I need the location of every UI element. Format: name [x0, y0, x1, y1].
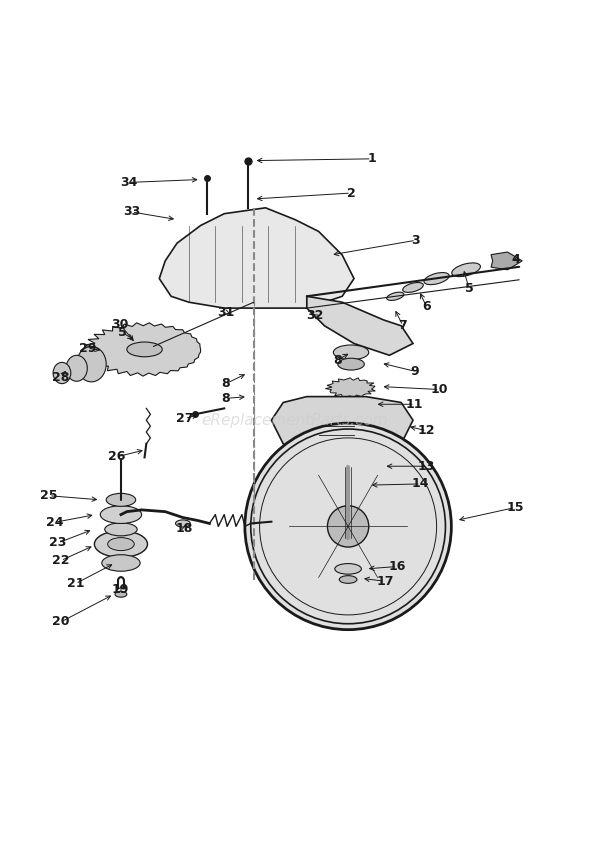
Ellipse shape [339, 575, 357, 583]
Text: 18: 18 [176, 522, 194, 535]
Ellipse shape [107, 537, 134, 550]
Polygon shape [307, 296, 413, 355]
Text: 2: 2 [347, 187, 355, 200]
Text: 21: 21 [67, 577, 84, 590]
Text: 8: 8 [222, 377, 230, 391]
Ellipse shape [176, 520, 190, 527]
Polygon shape [159, 208, 354, 308]
Text: 25: 25 [40, 489, 58, 502]
Text: 29: 29 [78, 342, 96, 355]
Circle shape [327, 505, 369, 547]
Ellipse shape [53, 362, 71, 384]
Text: 32: 32 [306, 308, 323, 321]
Text: 15: 15 [506, 501, 524, 514]
Text: 34: 34 [120, 176, 137, 189]
Ellipse shape [335, 563, 361, 575]
Ellipse shape [332, 461, 364, 473]
Text: 8: 8 [333, 353, 342, 366]
Ellipse shape [77, 346, 106, 382]
Ellipse shape [101, 555, 140, 571]
Ellipse shape [424, 272, 449, 284]
Text: 24: 24 [46, 516, 64, 529]
Text: 30: 30 [111, 318, 129, 331]
Text: 14: 14 [412, 478, 430, 491]
Text: 4: 4 [512, 252, 520, 265]
Text: 9: 9 [411, 365, 419, 378]
Ellipse shape [115, 591, 127, 597]
Text: 20: 20 [52, 615, 70, 628]
Text: 22: 22 [52, 554, 70, 567]
Text: 12: 12 [418, 424, 435, 437]
Ellipse shape [66, 355, 87, 381]
Text: 8: 8 [222, 392, 230, 405]
Polygon shape [491, 252, 522, 270]
Ellipse shape [105, 523, 137, 536]
Polygon shape [84, 323, 201, 376]
Text: 11: 11 [406, 397, 424, 410]
Text: 5: 5 [119, 327, 127, 340]
Text: 33: 33 [123, 206, 140, 219]
Ellipse shape [403, 283, 423, 292]
Text: 10: 10 [431, 383, 448, 396]
Text: 23: 23 [49, 537, 67, 550]
Text: 7: 7 [399, 320, 407, 333]
Ellipse shape [106, 493, 136, 506]
Ellipse shape [386, 292, 404, 301]
Ellipse shape [339, 400, 363, 410]
Text: eReplacementParts.com: eReplacementParts.com [202, 413, 388, 428]
Text: 1: 1 [368, 152, 376, 165]
Text: 3: 3 [412, 234, 420, 247]
Text: 5: 5 [465, 283, 473, 295]
Ellipse shape [452, 263, 480, 276]
Ellipse shape [337, 359, 364, 370]
Ellipse shape [94, 530, 148, 557]
Ellipse shape [333, 345, 369, 359]
Circle shape [245, 423, 451, 630]
Text: 26: 26 [108, 450, 126, 463]
Polygon shape [271, 397, 413, 455]
Text: 19: 19 [111, 583, 129, 596]
Text: 27: 27 [176, 412, 194, 425]
Polygon shape [325, 378, 375, 398]
Text: 13: 13 [418, 460, 435, 473]
Text: 6: 6 [422, 301, 431, 314]
Text: 17: 17 [376, 575, 394, 588]
Ellipse shape [127, 342, 162, 357]
Text: 16: 16 [388, 560, 406, 573]
Ellipse shape [100, 505, 142, 524]
Text: 28: 28 [52, 372, 70, 384]
Text: 31: 31 [217, 306, 235, 319]
